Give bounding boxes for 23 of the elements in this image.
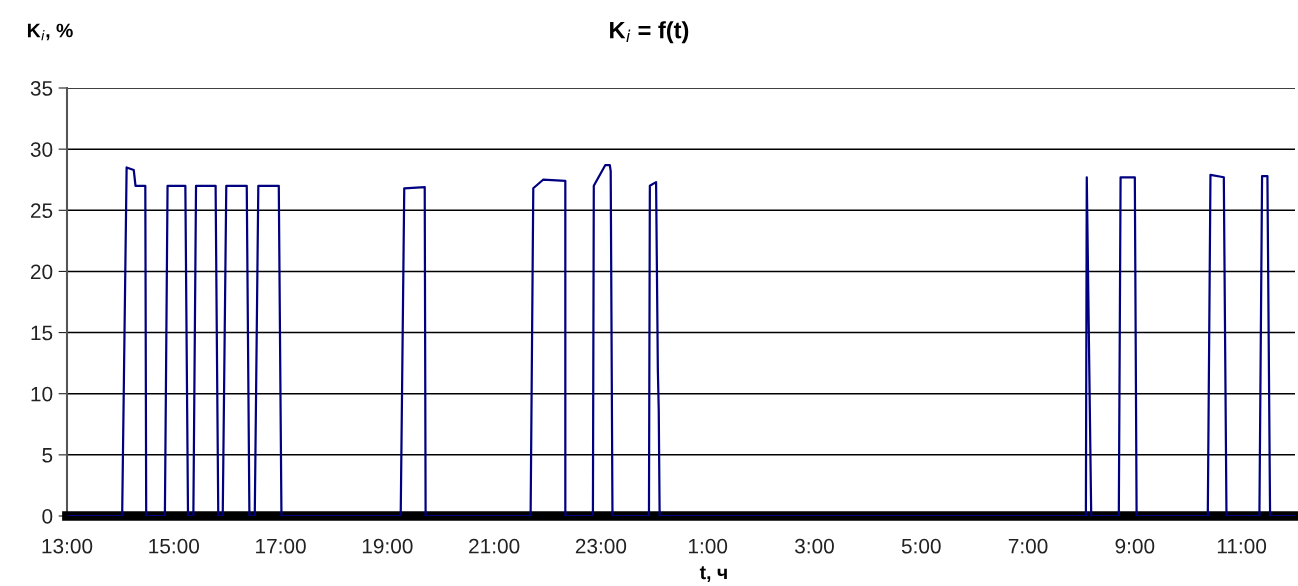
x-tick-label: 13:00 <box>42 538 93 554</box>
x-tick-label: 9:00 <box>1115 538 1155 554</box>
x-tick-label: 15:00 <box>149 538 200 554</box>
y-tick-label: 15 <box>31 325 53 341</box>
x-tick-label: 19:00 <box>362 538 413 554</box>
x-axis-title: t, ч <box>699 566 727 583</box>
x-tick-label: 11:00 <box>1217 538 1267 554</box>
chart-title: K$_{i}$ = f(t) <box>610 21 689 44</box>
x-tick-label: 17:00 <box>256 538 306 554</box>
y-tick-label: 5 <box>42 448 53 463</box>
x-tick-label: 5:00 <box>901 538 941 554</box>
y-tick-label: 25 <box>30 203 53 219</box>
x-tick-label: 21:00 <box>469 538 520 554</box>
y-axis-title: K$_{i}$, % <box>27 23 73 41</box>
x-tick-label: 23:00 <box>575 538 627 554</box>
x-tick-label: 1:00 <box>689 538 728 554</box>
y-tick-label: 35 <box>30 81 53 96</box>
y-tick-label: 0 <box>42 509 53 524</box>
y-tick-label: 20 <box>30 264 53 280</box>
x-tick-label: 3:00 <box>795 538 834 554</box>
y-tick-label: 10 <box>31 386 53 402</box>
x-tick-label: 7:00 <box>1008 538 1048 554</box>
y-tick-label: 30 <box>30 142 53 157</box>
